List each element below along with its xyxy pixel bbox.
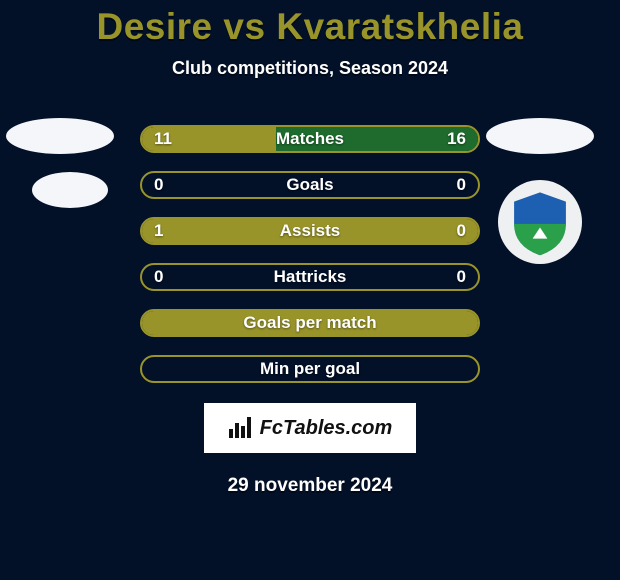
stat-label: Goals per match — [243, 313, 376, 333]
stat-label: Assists — [280, 221, 340, 241]
right-placeholder-badge — [486, 118, 594, 154]
brand-text: FcTables.com — [260, 417, 393, 440]
stat-value-left: 0 — [154, 267, 163, 287]
stats-container: Matches1116Goals00Assists10Hattricks00Go… — [140, 125, 480, 383]
stat-value-right: 0 — [457, 221, 466, 241]
left-placeholder-badge — [6, 118, 114, 154]
stat-label: Matches — [276, 129, 344, 149]
stat-value-left: 1 — [154, 221, 163, 241]
stat-value-left: 11 — [154, 129, 172, 149]
stat-row: Matches 11 16 — [140, 125, 480, 153]
right-team-crest — [498, 180, 582, 264]
brand-bars-icon — [228, 417, 254, 439]
stat-label: Min per goal — [260, 359, 360, 379]
left-placeholder-badge — [32, 172, 108, 208]
footer-date: 29 november 2024 — [0, 475, 620, 497]
stat-value-right: 0 — [457, 267, 466, 287]
stat-row: Assists 1 0 — [140, 217, 480, 245]
stat-row: Goals per match — [140, 309, 480, 337]
stat-row: Min per goal — [140, 355, 480, 383]
brand-badge: FcTables.com — [204, 403, 416, 453]
stat-row: Goals 0 0 — [140, 171, 480, 199]
stat-row: Hattricks 0 0 — [140, 263, 480, 291]
stat-value-right: 0 — [457, 175, 466, 195]
stat-value-left: 0 — [154, 175, 163, 195]
page-title: Desire vs Kvaratskhelia — [0, 0, 620, 48]
stat-label: Hattricks — [274, 267, 347, 287]
stat-label: Goals — [286, 175, 333, 195]
subtitle: Club competitions, Season 2024 — [0, 58, 620, 79]
stat-value-right: 16 — [447, 129, 466, 149]
